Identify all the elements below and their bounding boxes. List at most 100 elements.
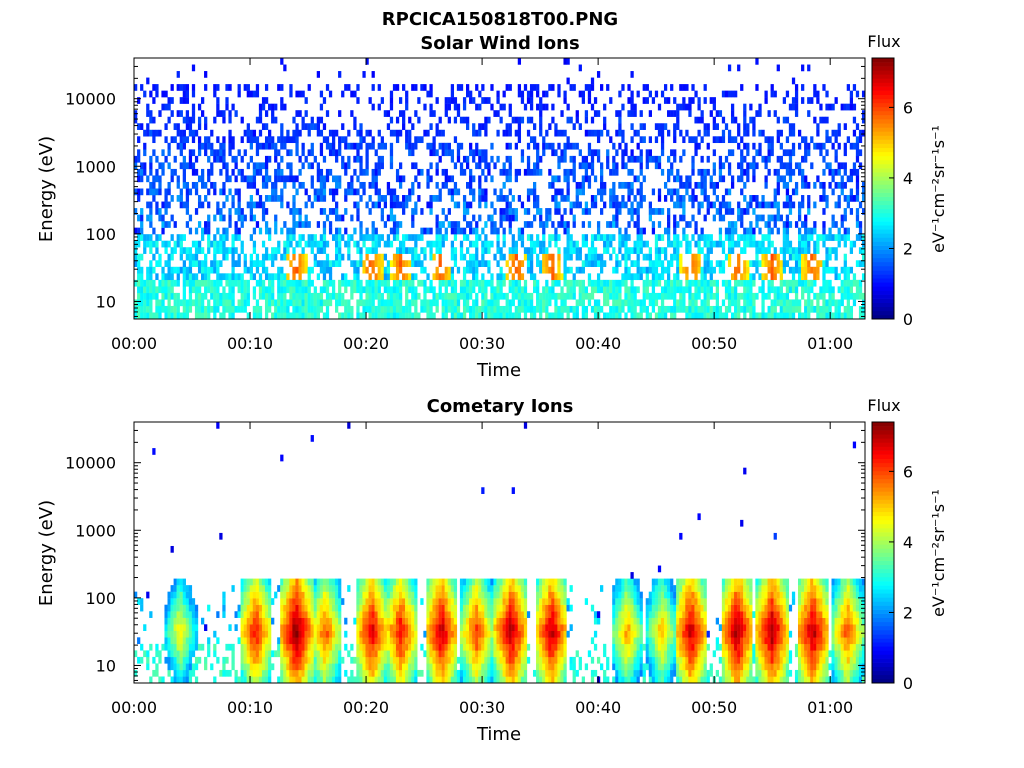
spectrogram-cell bbox=[191, 299, 196, 307]
spectrogram-cell bbox=[402, 247, 406, 254]
spectrogram-cell bbox=[788, 279, 793, 287]
spectrogram-cell bbox=[222, 227, 226, 235]
spectrogram-cell bbox=[472, 253, 476, 261]
spectrogram-cell bbox=[167, 201, 171, 209]
spectrogram-cell bbox=[679, 240, 683, 248]
spectrogram-cell bbox=[801, 273, 805, 281]
spectrogram-cell bbox=[356, 286, 360, 294]
spectrogram-cell bbox=[359, 123, 363, 130]
spectrogram-cell bbox=[566, 240, 570, 248]
spectrogram-cell bbox=[478, 279, 482, 287]
spectrogram-cell bbox=[344, 273, 348, 281]
spectrogram-cell bbox=[176, 234, 180, 241]
spectrogram-cell bbox=[389, 240, 394, 248]
spectrogram-cell bbox=[813, 221, 817, 228]
spectrogram-cell bbox=[286, 643, 290, 651]
spectrogram-cell bbox=[700, 155, 704, 163]
spectrogram-cell bbox=[469, 286, 473, 294]
spectrogram-cell bbox=[414, 260, 418, 267]
spectrogram-cell bbox=[700, 201, 704, 209]
spectrogram-cell bbox=[237, 84, 241, 91]
spectrogram-cell bbox=[350, 175, 354, 183]
spectrogram-cell bbox=[633, 312, 637, 320]
spectrogram-cell bbox=[526, 97, 531, 104]
spectrogram-cell bbox=[356, 299, 360, 307]
spectrogram-cell bbox=[578, 279, 582, 287]
spectrogram-cell bbox=[493, 253, 497, 261]
spectrogram-cell bbox=[855, 279, 860, 287]
spectrogram-cell bbox=[307, 149, 311, 157]
spectrogram-cell bbox=[182, 604, 186, 612]
spectrogram-cell bbox=[676, 240, 680, 248]
spectrogram-cell bbox=[280, 129, 284, 137]
spectrogram-cell bbox=[252, 168, 257, 176]
spectrogram-cell bbox=[140, 305, 144, 313]
spectrogram-cell bbox=[152, 656, 156, 664]
spectrogram-cell bbox=[164, 617, 168, 625]
spectrogram-cell bbox=[545, 129, 549, 137]
spectrogram-cell bbox=[304, 240, 308, 248]
spectrogram-cell bbox=[185, 598, 190, 605]
spectrogram-cell bbox=[645, 149, 649, 157]
spectrogram-cell bbox=[216, 201, 220, 209]
spectrogram-cell bbox=[475, 273, 479, 281]
spectrogram-cell bbox=[304, 624, 308, 631]
spectrogram-cell bbox=[240, 676, 244, 684]
spectrogram-cell bbox=[304, 299, 308, 307]
spectrogram-cell bbox=[143, 234, 147, 241]
spectrogram-cell bbox=[386, 181, 391, 189]
spectrogram-cell bbox=[429, 240, 433, 248]
spectrogram-cell bbox=[618, 240, 622, 248]
spectrogram-cell bbox=[794, 260, 799, 267]
spectrogram-cell bbox=[167, 97, 171, 104]
spectrogram-cell bbox=[216, 266, 220, 274]
spectrogram-cell bbox=[767, 214, 771, 222]
spectrogram-cell bbox=[362, 305, 366, 313]
spectrogram-cell bbox=[837, 299, 841, 307]
spectrogram-cell bbox=[536, 240, 540, 248]
spectrogram-cell bbox=[648, 208, 652, 215]
spectrogram-cell bbox=[164, 136, 168, 144]
spectrogram-cell bbox=[188, 247, 193, 254]
spectrogram-cell bbox=[225, 84, 229, 91]
spectrogram-cell bbox=[861, 305, 866, 313]
spectrogram-cell bbox=[682, 305, 686, 313]
spectrogram-cell bbox=[700, 227, 704, 235]
spectrogram-cell bbox=[176, 591, 180, 599]
spectrogram-cell bbox=[791, 149, 796, 157]
spectrogram-cell bbox=[779, 279, 783, 287]
spectrogram-cell bbox=[663, 266, 668, 274]
spectrogram-cell bbox=[374, 247, 378, 254]
spectrogram-cell bbox=[426, 299, 430, 307]
spectrogram-cell bbox=[268, 643, 272, 651]
spectrogram-cell bbox=[325, 168, 330, 176]
spectrogram-cell bbox=[197, 643, 202, 651]
spectrogram-cell bbox=[673, 214, 677, 222]
spectrogram-cell bbox=[788, 129, 793, 137]
spectrogram-cell bbox=[615, 253, 619, 261]
spectrogram-cell bbox=[721, 129, 726, 137]
spectrogram-cell bbox=[505, 305, 509, 313]
spectrogram-cell bbox=[216, 110, 220, 117]
spectrogram-cell bbox=[301, 181, 305, 189]
spectrogram-cell bbox=[490, 103, 494, 111]
spectrogram-cell bbox=[721, 312, 726, 320]
spectrogram-cell bbox=[319, 286, 324, 294]
spectrogram-cell bbox=[752, 168, 756, 176]
spectrogram-cell bbox=[566, 116, 570, 124]
spectrogram-cell bbox=[301, 578, 305, 586]
spectrogram-cell bbox=[414, 142, 418, 150]
spectrogram-cell bbox=[572, 240, 576, 248]
spectrogram-cell bbox=[197, 292, 202, 300]
spectrogram-cell bbox=[380, 305, 384, 313]
spectrogram-cell bbox=[331, 175, 336, 183]
spectrogram-cell bbox=[642, 299, 646, 307]
spectrogram-cell bbox=[813, 266, 817, 274]
spectrogram-cell bbox=[603, 279, 607, 287]
spectrogram-cell bbox=[782, 253, 787, 261]
spectrogram-cell bbox=[274, 116, 278, 124]
spectrogram-cell bbox=[170, 312, 174, 320]
spectrogram-cell bbox=[225, 279, 229, 287]
spectrogram-cell bbox=[749, 227, 753, 235]
spectrogram-cell bbox=[280, 136, 284, 144]
